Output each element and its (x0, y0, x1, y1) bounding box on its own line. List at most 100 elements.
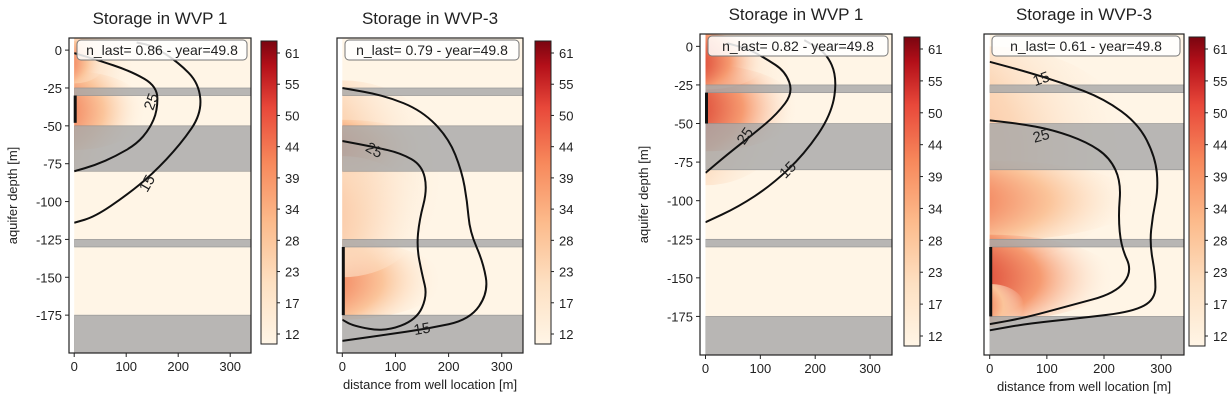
x-tick-label: 300 (859, 361, 881, 376)
panel-title: Storage in WVP 1 (93, 9, 228, 28)
x-tick-label: 200 (438, 359, 460, 374)
colorbar (1188, 36, 1206, 347)
clay-layer (74, 239, 251, 248)
colorbar-tick-label: 12 (928, 329, 942, 344)
colorbar-tick-label: 12 (559, 327, 573, 342)
x-axis-label: distance from well location [m] (343, 377, 517, 392)
contour-line (342, 139, 427, 331)
colorbar-tick-label: 44 (559, 140, 573, 155)
x-tick-label: 0 (986, 361, 993, 376)
colorbar-tick-label: 17 (928, 297, 942, 312)
colorbar-tick-label: 61 (285, 46, 299, 61)
colorbar-tick-label: 61 (1213, 42, 1227, 57)
y-tick-label: -75 (674, 155, 693, 170)
colorbar-tick-label: 28 (285, 233, 299, 248)
colorbar-tick-label: 50 (285, 108, 299, 123)
x-tick-label: 100 (115, 359, 137, 374)
colorbar-tick-label: 34 (285, 202, 299, 217)
x-tick-label: 200 (804, 361, 826, 376)
colorbar-tick-label: 17 (285, 296, 299, 311)
colorbar-tick-label: 12 (1213, 329, 1227, 344)
x-tick-label: 0 (702, 361, 709, 376)
annotation-box (344, 39, 520, 61)
colorbar (260, 40, 278, 345)
colorbar-tick-label: 23 (559, 265, 573, 280)
heatmap-field: 25 15 (342, 80, 524, 353)
contour-label: 25 (141, 91, 163, 112)
x-tick-label: 200 (1093, 361, 1115, 376)
annotation-box (707, 35, 889, 57)
colorbar-tick-label: 34 (928, 201, 942, 216)
colorbar-tick-label: 39 (285, 171, 299, 186)
contour-line (342, 86, 488, 342)
contour-label: 25 (362, 139, 385, 162)
x-tick-label: 100 (385, 359, 407, 374)
y-axis-label: aquifer depth [m] (636, 146, 651, 244)
colorbar-tick-label: 61 (559, 46, 573, 61)
heatmap-field: 25 15 (74, 38, 251, 353)
panel-title: Storage in WVP-3 (362, 9, 498, 28)
plot-frame (983, 33, 1185, 356)
annotation-text: n_last= 0.82 - year=49.8 (722, 38, 874, 54)
panel-1: 25 15 Storage in WVP 1 n_last= 0.86 - year=… (5, 9, 299, 374)
panel-title: Storage in WVP 1 (729, 5, 864, 24)
plot-frame (336, 37, 524, 354)
panel-title: Storage in WVP-3 (1016, 5, 1152, 24)
y-tick-label: 0 (686, 39, 693, 54)
clay-layer (342, 87, 524, 96)
clay-layer (74, 87, 251, 96)
colorbar-tick-label: 50 (1213, 106, 1227, 121)
annotation-box (76, 39, 248, 61)
colorbar-tick-label: 39 (1213, 170, 1227, 185)
colorbar (534, 40, 552, 345)
x-axis-label: distance from well location [m] (997, 379, 1171, 394)
x-tick-label: 200 (167, 359, 189, 374)
colorbar-tick-label: 17 (559, 296, 573, 311)
x-tick-label: 0 (71, 359, 78, 374)
clay-layer (705, 84, 892, 93)
colorbar-tick-label: 17 (1213, 297, 1227, 312)
annotation-text: n_last= 0.61 - year=49.8 (1010, 38, 1162, 54)
x-tick-label: 0 (339, 359, 346, 374)
colorbar-tick-label: 50 (559, 108, 573, 123)
y-tick-label: -125 (36, 232, 62, 247)
y-tick-label: -25 (674, 78, 693, 93)
clay-layer (74, 314, 251, 353)
colorbar-tick-label: 55 (928, 74, 942, 89)
colorbar-tick-label: 23 (1213, 265, 1227, 280)
colorbar-tick-label: 28 (559, 233, 573, 248)
contour-label: 15 (136, 172, 159, 195)
x-tick-label: 300 (491, 359, 513, 374)
colorbar-tick-label: 39 (928, 170, 942, 185)
clay-layer (705, 238, 892, 248)
plot-frame (68, 37, 252, 354)
colorbar-tick-label: 28 (1213, 233, 1227, 248)
contour-line (705, 39, 837, 224)
colorbar-tick-label: 50 (928, 106, 942, 121)
y-tick-label: -100 (36, 195, 62, 210)
y-tick-label: -100 (667, 194, 693, 209)
clay-layer (342, 125, 524, 172)
contour-label: 25 (734, 124, 757, 147)
colorbar-tick-label: 55 (285, 77, 299, 92)
clay-layer (705, 316, 892, 355)
colorbar-tick-label: 34 (1213, 201, 1227, 216)
y-tick-label: -150 (36, 270, 62, 285)
colorbar-tick-label: 55 (1213, 74, 1227, 89)
y-tick-label: 0 (55, 43, 62, 58)
x-tick-label: 300 (219, 359, 241, 374)
contour-label: 15 (412, 319, 431, 339)
contour-label: 15 (1031, 68, 1052, 90)
contour-label: 25 (1031, 126, 1052, 147)
clay-layer (989, 123, 1185, 171)
y-tick-label: -50 (674, 117, 693, 132)
clay-layer (342, 314, 524, 353)
clay-layer (342, 239, 524, 248)
y-tick-label: -75 (43, 157, 62, 172)
contour-line (74, 41, 202, 224)
